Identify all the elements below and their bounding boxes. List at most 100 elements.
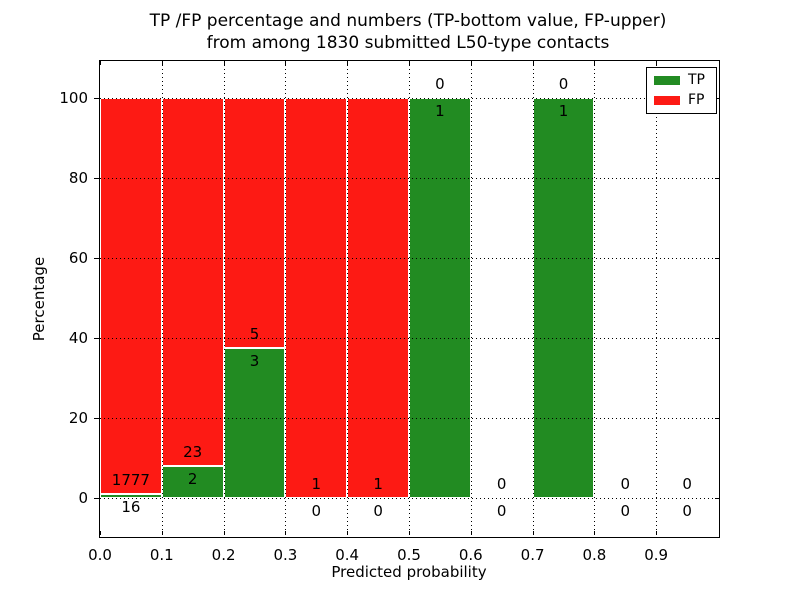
x-tick-mark-top [347, 61, 349, 65]
x-tick-label: 0.4 [335, 546, 360, 564]
x-tick-label: 0.6 [458, 546, 483, 564]
x-tick-mark-bottom [347, 530, 349, 535]
tp-count-label: 0 [682, 502, 692, 520]
y-tick-label: 60 [68, 249, 88, 267]
x-tick-label: 0.0 [88, 546, 112, 564]
y-tick-mark-left [93, 338, 99, 339]
tp-bar-segment [161, 466, 224, 498]
tp-count-label: 2 [187, 470, 198, 488]
chart-title-line1: TP /FP percentage and numbers (TP-bottom… [149, 11, 667, 31]
legend-label-fp: FP [688, 92, 705, 108]
y-tick-mark-right [715, 498, 720, 499]
y-tick-mark-right [715, 418, 720, 419]
tp-count-label: 0 [311, 502, 322, 520]
v-gridline [285, 61, 287, 536]
tp-color-swatch [654, 76, 680, 85]
fp-count-label: 1 [373, 475, 383, 493]
x-tick-label: 0.9 [644, 546, 669, 564]
legend: TP FP [646, 67, 717, 114]
chart-title-line2: from among 1830 submitted L50-type conta… [206, 33, 610, 53]
fp-count-label: 1 [311, 475, 322, 493]
y-tick-mark-right [715, 338, 720, 339]
y-tick-mark-left [93, 258, 99, 259]
y-axis-label: Percentage [30, 256, 48, 342]
x-tick-mark-top [532, 61, 534, 65]
tp-count-label: 16 [121, 498, 141, 517]
chart-title: TP /FP percentage and numbers (TP-bottom… [8, 10, 800, 54]
fp-bar-segment [223, 98, 286, 348]
fp-count-label: 5 [249, 325, 260, 343]
legend-label-tp: TP [688, 72, 705, 88]
y-tick-mark-left [93, 498, 99, 499]
fp-color-swatch [654, 96, 680, 105]
x-tick-mark-top [285, 61, 287, 65]
fp-count-label: 23 [183, 443, 203, 461]
tp-count-label: 0 [620, 502, 631, 520]
y-tick-mark-right [715, 98, 720, 99]
tp-count-label: 3 [249, 352, 260, 370]
x-tick-mark-top [656, 61, 658, 65]
y-tick-label: 40 [68, 329, 88, 347]
fp-bar-segment [285, 98, 348, 498]
x-tick-mark-bottom [161, 530, 163, 535]
v-gridline [656, 61, 658, 536]
v-gridline [161, 61, 163, 536]
y-tick-label: 80 [68, 169, 88, 187]
v-gridline [532, 61, 534, 536]
legend-entry-tp: TP [654, 73, 709, 88]
x-tick-mark-top [100, 61, 101, 65]
tp-count-label: 1 [435, 102, 445, 120]
tp-bar-segment [409, 98, 471, 498]
y-tick-mark-left [93, 178, 99, 179]
x-tick-label: 0.3 [273, 546, 298, 564]
v-gridline [347, 61, 349, 536]
y-tick-label: 0 [78, 489, 88, 507]
fp-bar-segment [100, 98, 162, 495]
x-tick-label: 0.1 [149, 546, 174, 564]
v-gridline [470, 61, 472, 536]
y-tick-mark-left [93, 98, 99, 99]
x-tick-mark-top [594, 61, 596, 65]
fp-count-label: 0 [558, 75, 569, 93]
x-tick-mark-top [161, 61, 163, 65]
x-tick-mark-top [223, 61, 225, 65]
fp-bar-segment [347, 98, 409, 498]
fp-count-label: 0 [682, 475, 692, 493]
v-gridline [594, 61, 596, 536]
tp-count-label: 1 [558, 102, 569, 120]
fp-bar-segment [161, 98, 224, 466]
y-tick-label: 100 [59, 89, 88, 107]
x-tick-mark-top [409, 61, 410, 65]
tp-bar-segment [532, 98, 595, 498]
fp-count-label: 1777 [111, 471, 150, 490]
fp-count-label: 0 [435, 75, 445, 93]
x-tick-mark-bottom [223, 530, 225, 535]
x-tick-mark-bottom [532, 530, 534, 535]
fp-count-label: 0 [496, 475, 507, 493]
x-tick-label: 0.8 [582, 546, 607, 564]
fp-count-label: 0 [620, 475, 631, 493]
legend-entry-fp: FP [654, 93, 709, 108]
x-tick-mark-bottom [656, 530, 658, 535]
y-tick-mark-left [93, 418, 99, 419]
v-gridline [409, 61, 410, 536]
x-tick-mark-bottom [594, 530, 596, 535]
x-axis-label: Predicted probability [331, 563, 487, 581]
tp-bar-segment [100, 494, 162, 498]
x-tick-mark-bottom [285, 530, 287, 535]
x-tick-mark-bottom [470, 530, 472, 535]
tp-count-label: 0 [496, 502, 507, 520]
tp-count-label: 0 [373, 502, 383, 520]
x-tick-label: 0.2 [211, 546, 236, 564]
y-tick-mark-right [715, 178, 720, 179]
x-tick-label: 0.5 [397, 546, 421, 564]
y-tick-label: 20 [68, 409, 88, 427]
x-tick-label: 0.7 [520, 546, 545, 564]
x-tick-mark-top [470, 61, 472, 65]
v-gridline [223, 61, 225, 536]
x-tick-mark-bottom [409, 530, 410, 535]
plot-area: TP FP [93, 60, 720, 538]
x-tick-mark-bottom [100, 530, 101, 535]
y-tick-mark-right [715, 258, 720, 259]
